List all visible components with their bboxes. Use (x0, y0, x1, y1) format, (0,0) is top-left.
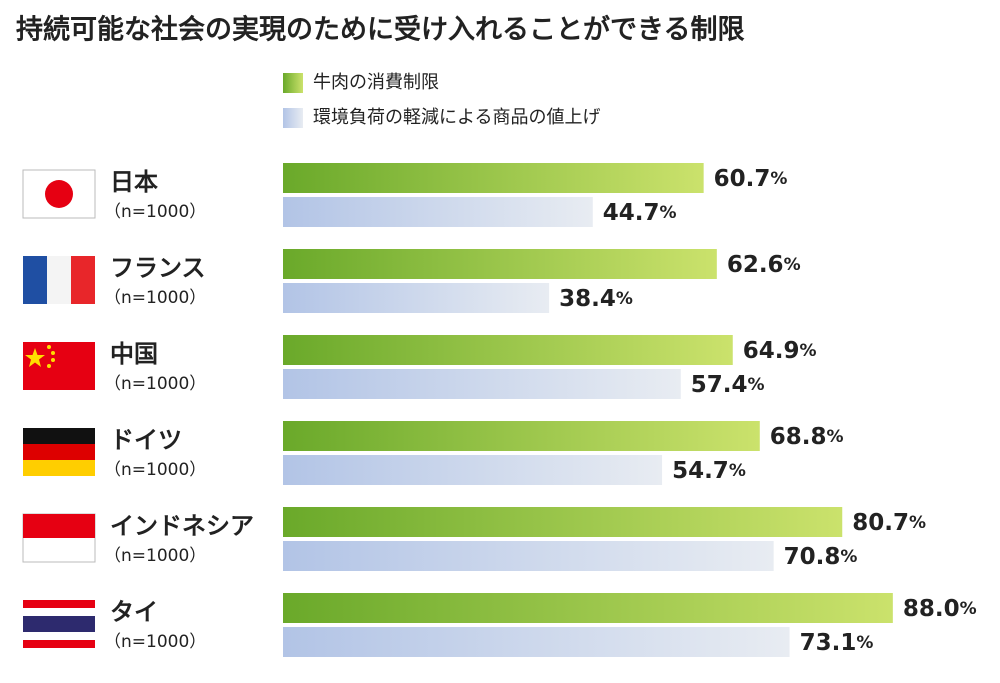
legend-swatch (283, 73, 303, 93)
value-label: 70.8% (784, 544, 858, 570)
bar (283, 455, 663, 485)
flag-china (23, 342, 95, 390)
bar (283, 593, 893, 623)
category-label: ドイツ (110, 426, 182, 454)
value-label: 60.7% (714, 166, 788, 192)
bar (283, 249, 717, 279)
legend-label: 環境負荷の軽減による商品の値上げ (313, 107, 600, 128)
category-note: （n=1000） (104, 288, 206, 308)
value-label: 62.6% (727, 252, 801, 278)
category-note: （n=1000） (104, 202, 206, 222)
bar (283, 541, 774, 571)
flags (22, 169, 96, 648)
bar (283, 163, 704, 193)
bar (283, 335, 733, 365)
flag-france (23, 256, 95, 304)
value-label: 88.0% (903, 596, 977, 622)
value-label: 80.7% (852, 510, 926, 536)
flag-indonesia (22, 513, 96, 563)
value-label: 68.8% (770, 424, 844, 450)
value-label: 73.1% (800, 630, 874, 656)
flag-japan (22, 169, 96, 219)
category-label: インドネシア (110, 512, 254, 540)
category-label: 日本 (110, 168, 158, 196)
category-note: （n=1000） (104, 632, 206, 652)
category-label: フランス (110, 254, 206, 282)
bar (283, 421, 760, 451)
bar (283, 627, 790, 657)
bar (283, 507, 843, 537)
value-label: 57.4% (691, 372, 765, 398)
category-label: 中国 (110, 340, 158, 368)
category-label: タイ (110, 598, 158, 626)
legend-swatch (283, 108, 303, 128)
bar (283, 197, 593, 227)
value-label: 44.7% (603, 200, 677, 226)
flag-germany (23, 428, 95, 476)
value-label: 64.9% (743, 338, 817, 364)
chart-title: 持続可能な社会の実現のために受け入れることができる制限 (16, 14, 744, 46)
legend-label: 牛肉の消費制限 (313, 72, 439, 93)
bar (283, 283, 550, 313)
bar (283, 369, 681, 399)
category-note: （n=1000） (104, 460, 206, 480)
category-note: （n=1000） (104, 546, 206, 566)
category-note: （n=1000） (104, 374, 206, 394)
value-label: 38.4% (559, 286, 633, 312)
value-label: 54.7% (672, 458, 746, 484)
flag-thailand (23, 600, 95, 648)
